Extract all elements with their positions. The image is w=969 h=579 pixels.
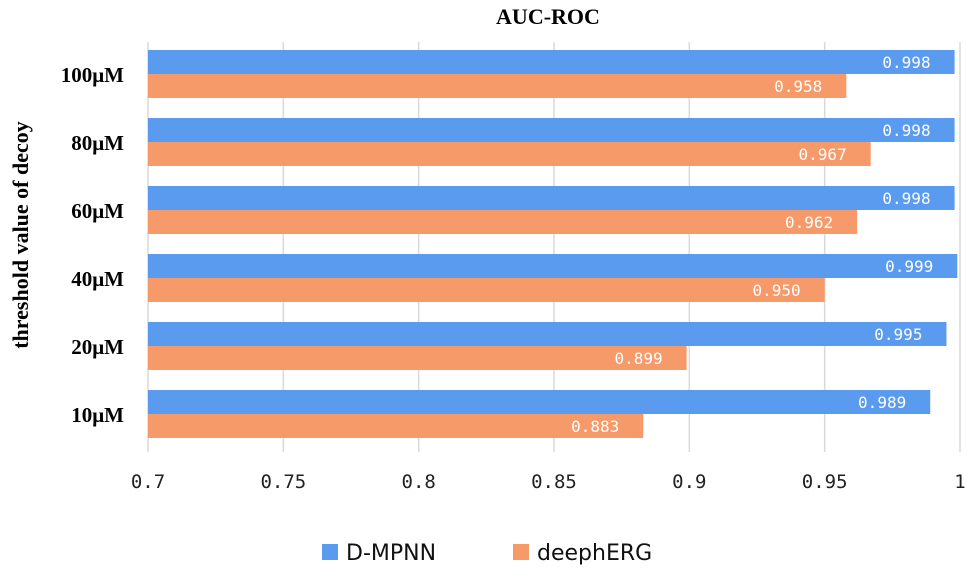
bar-d-mpnn: [148, 254, 958, 278]
data-label: 0.958: [774, 77, 822, 96]
x-tick-label: 1: [954, 471, 965, 493]
data-label: 0.989: [858, 393, 906, 412]
data-label: 0.883: [571, 417, 619, 436]
x-tick-labels: 0.7 0.75 0.8 0.85 0.9 0.95 1: [131, 471, 966, 493]
x-tick-label: 0.9: [672, 471, 706, 493]
bar-d-mpnn: [148, 118, 955, 142]
bar-deepherg: [148, 278, 825, 302]
legend-label: D-MPNN: [346, 541, 436, 566]
bar-d-mpnn: [148, 390, 931, 414]
x-tick-label: 0.95: [802, 471, 848, 493]
x-tick-label: 0.7: [131, 471, 165, 493]
data-label: 0.899: [614, 349, 662, 368]
legend: D-MPNN deephERG: [322, 541, 652, 566]
data-label: 0.962: [785, 213, 833, 232]
data-label: 0.967: [799, 145, 847, 164]
bar-deepherg: [148, 346, 687, 370]
category-label: 100μM: [61, 63, 124, 87]
legend-label: deephERG: [537, 541, 652, 566]
chart-title: AUC-ROC: [496, 4, 600, 29]
x-tick-label: 0.75: [260, 471, 306, 493]
category-label: 80μM: [71, 131, 124, 155]
bar-deepherg: [148, 74, 847, 98]
bar-deepherg: [148, 414, 644, 438]
data-label: 0.950: [752, 281, 800, 300]
data-label: 0.998: [882, 53, 930, 72]
category-labels: 100μM 80μM 60μM 40μM 20μM 10μM: [61, 63, 124, 427]
legend-swatch: [322, 544, 338, 560]
data-label: 0.999: [885, 257, 933, 276]
category-label: 60μM: [71, 199, 124, 223]
bar-deepherg: [148, 142, 871, 166]
category-label: 40μM: [71, 267, 124, 291]
legend-swatch: [513, 544, 529, 560]
category-label: 20μM: [71, 335, 124, 359]
x-tick-label: 0.85: [531, 471, 577, 493]
bar-d-mpnn: [148, 322, 947, 346]
bar-d-mpnn: [148, 50, 955, 74]
data-label: 0.998: [882, 121, 930, 140]
bars: 0.998 0.958 0.998 0.967 0.998 0.962 0.999 0.950…: [148, 50, 958, 438]
bar-d-mpnn: [148, 186, 955, 210]
data-label: 0.995: [874, 325, 922, 344]
category-label: 10μM: [71, 403, 124, 427]
gridlines: [147, 42, 961, 452]
y-axis-label: threshold value of decoy: [8, 121, 33, 349]
x-tick-label: 0.8: [402, 471, 436, 493]
data-label: 0.998: [882, 189, 930, 208]
bar-deepherg: [148, 210, 858, 234]
